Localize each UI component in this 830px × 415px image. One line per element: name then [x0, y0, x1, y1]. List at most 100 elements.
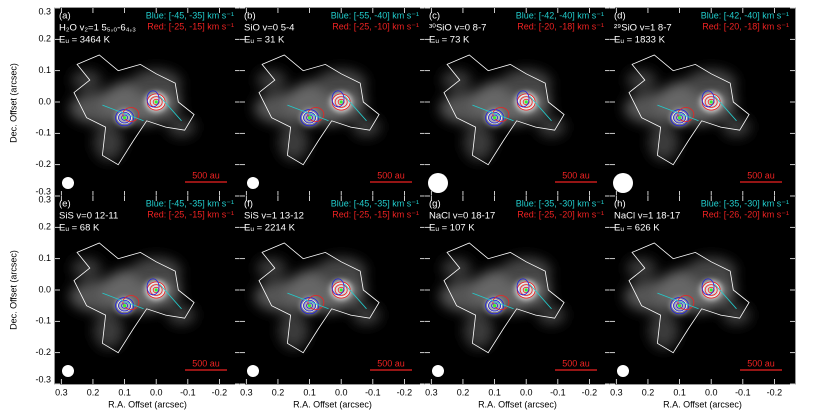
contour	[702, 282, 720, 298]
x-tick-label: 0.2	[87, 387, 100, 397]
line-contour	[331, 278, 345, 296]
line-contour	[115, 297, 134, 315]
x-tick-label: 0.2	[642, 387, 655, 397]
contour	[702, 94, 720, 110]
panel-label: (b)	[244, 11, 256, 22]
x-tick-label: -0.1	[365, 387, 381, 397]
pv-line	[472, 95, 552, 122]
peak	[154, 100, 158, 104]
x-tick-label: 0.0	[520, 387, 533, 397]
x-tick-label: -0.2	[582, 387, 598, 397]
peak	[339, 288, 343, 292]
line-contour	[122, 295, 140, 310]
line-contour	[149, 96, 163, 108]
blue-range: Blue: [-45, -35] km s⁻¹	[331, 198, 419, 208]
scale-bar-label: 500 au	[562, 170, 590, 180]
contour	[443, 242, 565, 354]
panel: 500 au (a)H₂O v₂=1 5₅,₀-6₄,₃Eᵤ = 3464 K Bl…	[35, 6, 241, 197]
blue-range: Blue: [-55, -40] km s⁻¹	[331, 10, 419, 20]
line-contour	[707, 98, 715, 106]
line-contour	[303, 111, 316, 124]
peak	[122, 116, 127, 120]
line-name: H₂O v₂=1 5₅,₀-6₄,₃	[59, 23, 136, 34]
emission-image	[425, 8, 610, 196]
line-contour	[122, 107, 140, 122]
y-tick-label: 0.0	[38, 284, 51, 294]
x-tick-label: -0.2	[397, 387, 413, 397]
peak	[709, 288, 713, 292]
blob	[648, 312, 679, 349]
upper-energy: Eᵤ = 107 K	[429, 223, 475, 234]
diffuse	[439, 69, 566, 161]
blue-range: Blue: [-45, -35] km s⁻¹	[146, 10, 234, 20]
pv-line	[287, 283, 367, 310]
blob	[352, 117, 381, 138]
x-tick-label: -0.1	[550, 387, 566, 397]
upper-energy: Eᵤ = 1833 K	[614, 35, 666, 46]
blob	[278, 312, 309, 349]
x-tick-label: 0.3	[55, 387, 68, 397]
peak	[677, 116, 682, 120]
pv-line	[102, 95, 182, 122]
contour	[628, 54, 750, 166]
pv-line	[102, 283, 182, 310]
scale-bar-label: 500 au	[747, 358, 775, 368]
line-name: NaCl v=1 18-17	[614, 211, 680, 222]
line-contour	[334, 284, 348, 296]
line-contour	[488, 299, 501, 312]
panel: 500 au (d)²⁹SiO v=1 8-7Eᵤ = 1833 K Blue: […	[609, 7, 796, 197]
blob	[441, 258, 472, 279]
blob	[93, 312, 124, 349]
peak	[307, 116, 312, 120]
line-contour	[491, 114, 498, 121]
peak	[154, 288, 158, 292]
x-tick-label: 0.1	[118, 387, 131, 397]
red-range: Red: [-25, -20] km s⁻¹	[517, 209, 604, 219]
red-range: Red: [-20, -18] km s⁻¹	[702, 21, 789, 31]
line-contour	[676, 114, 683, 121]
x-tick-label: 0.3	[240, 387, 253, 397]
contour	[487, 299, 502, 313]
peak	[709, 100, 713, 104]
blob	[278, 124, 309, 161]
beam	[247, 365, 259, 377]
contour	[443, 54, 565, 166]
x-tick-label: 0.1	[303, 387, 316, 397]
x-tick-label: 0.1	[673, 387, 686, 397]
contour	[302, 111, 317, 125]
x-tick-label: -0.2	[767, 387, 783, 397]
blob	[352, 305, 381, 326]
blob	[463, 124, 494, 161]
blob	[501, 257, 552, 286]
beam	[247, 177, 259, 189]
contour	[517, 94, 535, 110]
contour	[628, 242, 750, 354]
blob	[686, 69, 737, 98]
emission-image	[425, 196, 610, 384]
blob	[722, 117, 751, 138]
x-tick-label: 0.3	[425, 387, 438, 397]
x-tick-label: 0.1	[488, 387, 501, 397]
blob	[316, 257, 367, 286]
line-contour	[118, 299, 131, 312]
red-range: Red: [-26, -20] km s⁻¹	[702, 209, 789, 219]
line-contour	[331, 90, 345, 108]
line-contour	[118, 111, 131, 124]
x-tick-label: 0.2	[457, 387, 470, 397]
x-axis-label: R.A. Offset (arcsec)	[108, 399, 187, 409]
emission-image	[610, 8, 795, 196]
panel-label: (g)	[429, 199, 441, 210]
blob	[167, 305, 196, 326]
line-contour	[491, 302, 498, 309]
line-contour	[522, 98, 530, 106]
line-contour	[492, 295, 510, 310]
line-contour	[303, 299, 316, 312]
peak	[677, 304, 682, 308]
blob	[537, 305, 566, 326]
upper-energy: Eᵤ = 626 K	[614, 223, 660, 234]
scale-bar-label: 500 au	[747, 170, 775, 180]
scale-bar-label: 500 au	[377, 170, 405, 180]
